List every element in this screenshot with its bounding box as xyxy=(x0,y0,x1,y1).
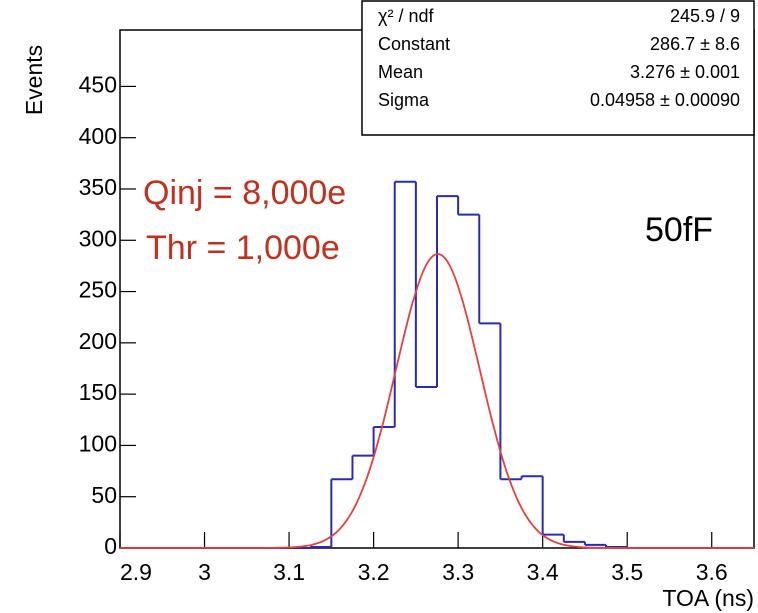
fit-curve xyxy=(120,253,754,549)
annotation: 50fF xyxy=(645,211,713,249)
y-tick-label: 50 xyxy=(91,482,117,508)
stat-value: 3.276 ± 0.001 xyxy=(630,62,740,82)
y-axis-label: Events xyxy=(21,45,47,115)
y-tick-label: 400 xyxy=(79,123,117,149)
stats-box xyxy=(361,0,755,136)
stat-value: 245.9 / 9 xyxy=(670,6,740,26)
stat-name: Constant xyxy=(378,34,450,54)
x-tick-label: 3.2 xyxy=(358,559,390,585)
y-tick-label: 200 xyxy=(79,328,117,354)
x-tick-label: 2.9 xyxy=(120,559,152,585)
x-axis-label: TOA (ns) xyxy=(662,585,754,611)
x-tick-label: 3.4 xyxy=(527,559,559,585)
x-tick-label: 3.1 xyxy=(273,559,305,585)
y-tick-label: 0 xyxy=(104,533,117,559)
y-tick-label: 350 xyxy=(79,174,117,200)
stat-name: Mean xyxy=(378,62,423,82)
x-tick-label: 3 xyxy=(198,559,211,585)
x-tick-label: 3.5 xyxy=(611,559,643,585)
y-tick-label: 100 xyxy=(79,431,117,457)
y-tick-label: 450 xyxy=(79,71,117,97)
stat-name: χ² / ndf xyxy=(378,6,434,26)
annotation: Thr = 1,000e xyxy=(146,229,340,267)
y-tick-label: 300 xyxy=(79,225,117,251)
y-tick-label: 250 xyxy=(79,277,117,303)
stat-value: 0.04958 ± 0.00090 xyxy=(590,90,740,110)
stat-name: Sigma xyxy=(378,90,430,110)
stat-value: 286.7 ± 8.6 xyxy=(650,34,740,54)
annotation: Qinj = 8,000e xyxy=(143,174,346,212)
y-tick-label: 150 xyxy=(79,379,117,405)
x-tick-label: 3.3 xyxy=(442,559,474,585)
x-tick-label: 3.6 xyxy=(696,559,728,585)
